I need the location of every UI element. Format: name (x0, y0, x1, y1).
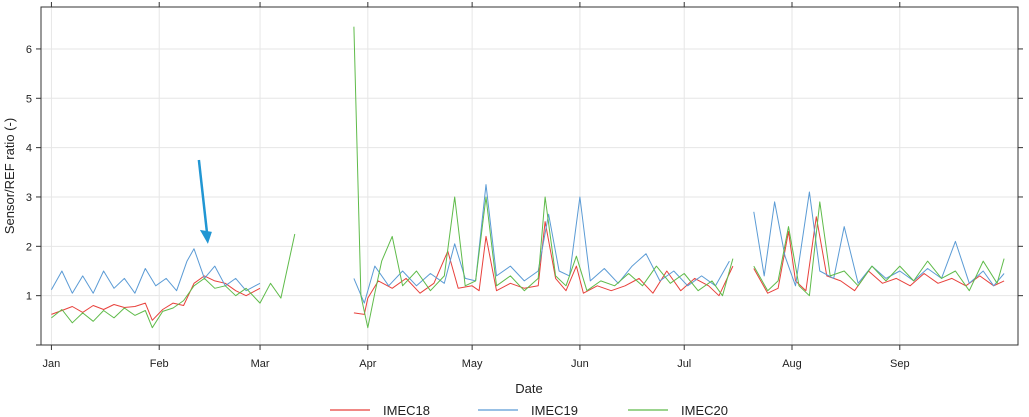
y-axis-title: Sensor/REF ratio (-) (2, 118, 17, 234)
x-tick-label: Jul (677, 358, 691, 370)
x-tick-label: Feb (150, 358, 169, 370)
legend-label-imec20: IMEC20 (681, 403, 728, 417)
plot-frame (40, 6, 1019, 346)
x-axis-ticks: Jan Feb Mar Apr May Jun Jul Aug Sep (43, 2, 910, 370)
legend-label-imec18: IMEC18 (383, 403, 430, 417)
y-tick-label: 5 (26, 93, 32, 105)
series-line-imec18 (51, 216, 1005, 321)
legend: IMEC18 IMEC19 IMEC20 (330, 403, 728, 417)
legend-label-imec19: IMEC19 (531, 403, 578, 417)
y-tick-label: 3 (26, 192, 32, 204)
y-tick-label: 1 (26, 291, 32, 303)
x-axis-title: Date (515, 381, 542, 396)
x-tick-label: Aug (782, 358, 802, 370)
y-axis-ticks: 1 2 3 4 5 6 (26, 44, 1023, 346)
series-line-imec20 (51, 26, 1005, 329)
x-tick-label: Mar (251, 358, 270, 370)
annotation (197, 159, 212, 244)
y-tick-label: 6 (26, 44, 32, 56)
y-tick-label: 2 (26, 241, 32, 253)
annotation-arrow-head (199, 229, 212, 244)
x-tick-label: Sep (890, 358, 910, 370)
series-lines (50, 26, 1005, 329)
x-tick-label: Jan (43, 358, 61, 370)
x-tick-label: Jun (571, 358, 589, 370)
x-tick-label: Apr (359, 358, 376, 370)
x-tick-label: May (462, 358, 483, 370)
y-tick-label: 4 (26, 143, 32, 155)
annotation-arrow-shaft (197, 159, 209, 232)
